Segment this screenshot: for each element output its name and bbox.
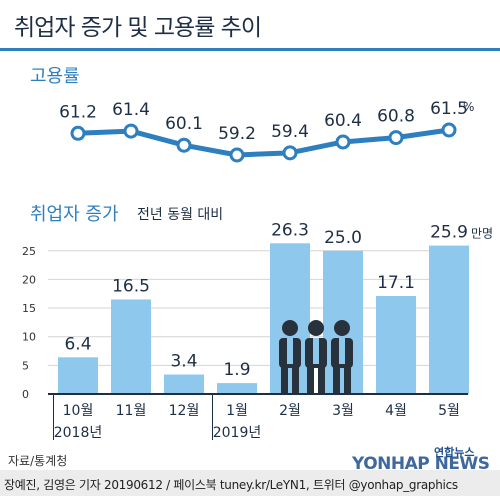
bar-value-label: 16.5: [112, 276, 150, 296]
x-axis: 10월 2018년 11월 12월 1월 2019년 2월 3월 4월 5월: [48, 393, 468, 441]
bar-value-label: 25.9: [430, 223, 468, 243]
x-tick-label: 3월: [332, 403, 354, 419]
bar-value-label: 6.4: [64, 334, 91, 354]
employment-rate-point: [282, 145, 298, 161]
source-note: 자료/통계청: [8, 454, 68, 468]
y-tick-label: 0: [22, 388, 29, 401]
worker-leg-icon: [281, 366, 288, 394]
employment-rate-point: [70, 125, 86, 141]
employment-rate-point: [123, 123, 139, 139]
yonhap-logo-text: YONHAP NEWS: [352, 454, 490, 474]
worker-leg-icon: [318, 366, 325, 394]
y-tick-label: 15: [22, 302, 36, 315]
employment-rate-point: [388, 130, 404, 146]
x-tick-label: 4월: [385, 403, 407, 419]
worker-shirt-icon: [313, 338, 319, 364]
bar-value-label: 17.1: [377, 273, 415, 293]
page-title: 취업자 증가 및 고용률 추이: [14, 15, 262, 41]
yonhap-logo-korean: 연합뉴스: [434, 446, 475, 459]
employment-rate-label: 60.4: [324, 111, 362, 131]
bar: [58, 357, 98, 394]
employment-rate-label: 59.2: [218, 124, 256, 144]
x-tick-label: 5월: [438, 403, 460, 419]
x-tick-label: 11월: [116, 403, 147, 419]
bar-value-label: 25.0: [324, 228, 362, 248]
year-label: 2018년: [54, 425, 103, 441]
worker-shirt-icon: [339, 338, 345, 364]
workers-illustration: [279, 320, 353, 394]
employment-rate-label: 61.2: [59, 102, 97, 122]
line-unit-label: %: [463, 100, 474, 114]
worker-leg-icon: [344, 366, 351, 394]
employment-rate-label: 61.4: [112, 100, 150, 120]
employment-rate-point: [176, 137, 192, 153]
bar-value-label: 26.3: [271, 220, 309, 240]
x-tick-label: 10월: [63, 403, 94, 419]
employment-rate-point: [335, 134, 351, 150]
employment-rate-label: 60.8: [377, 107, 415, 127]
y-tick-label: 5: [22, 359, 29, 372]
worker-head-icon: [282, 320, 298, 336]
bar-value-label: 3.4: [170, 352, 197, 372]
bar: [376, 296, 416, 394]
employment-rate-point: [229, 147, 245, 163]
bar: [217, 383, 257, 394]
bar-chart-subtitle: 전년 동월 대비: [137, 207, 223, 223]
worker-leg-icon: [333, 366, 340, 394]
x-tick-label: 2월: [279, 403, 301, 419]
bar: [429, 245, 469, 394]
employment-rate-label: 59.4: [271, 122, 309, 142]
bar-value-label: 1.9: [223, 360, 250, 380]
worker-leg-icon: [292, 366, 299, 394]
bar-unit-label: 만명: [471, 227, 493, 241]
y-tick-label: 25: [22, 245, 36, 258]
employment-rate-label: 60.1: [165, 114, 203, 134]
worker-head-icon: [334, 320, 350, 336]
bar: [164, 374, 204, 394]
worker-shirt-icon: [287, 338, 293, 364]
worker-leg-icon: [307, 366, 314, 394]
footer-credit: 장예진, 김영은 기자 20190612 / 페이스북 tuney.kr/LeY…: [4, 478, 458, 492]
worker-head-icon: [308, 320, 324, 336]
y-tick-label: 10: [22, 331, 36, 344]
employment-rate-point: [441, 122, 457, 138]
bar: [111, 299, 151, 394]
title-divider: [0, 48, 500, 51]
employment-rate-line: [77, 127, 450, 158]
bar-series: 6.4 16.5 3.4 1.9 26.3 25.0 17.1 25.9 만명: [58, 220, 493, 394]
x-tick-label: 12월: [169, 403, 200, 419]
bar: [270, 243, 310, 394]
x-tick-label: 1월: [226, 403, 248, 419]
line-series: 61.2 61.4 60.1 59.2 59.4 60.4 60.8 61.5: [59, 99, 468, 163]
bar-chart-title: 취업자 증가: [30, 204, 119, 225]
line-chart-title: 고용률: [30, 66, 80, 87]
year-label: 2019년: [213, 425, 262, 441]
footer-bar: [0, 470, 500, 496]
employment-rate-label: 61.5: [430, 99, 468, 119]
y-tick-label: 20: [22, 273, 36, 286]
chart-area: 고용률 % 61.2 61.4 60.1 59.2 59.4 60.4 60.8 61.5 취…: [22, 66, 493, 441]
